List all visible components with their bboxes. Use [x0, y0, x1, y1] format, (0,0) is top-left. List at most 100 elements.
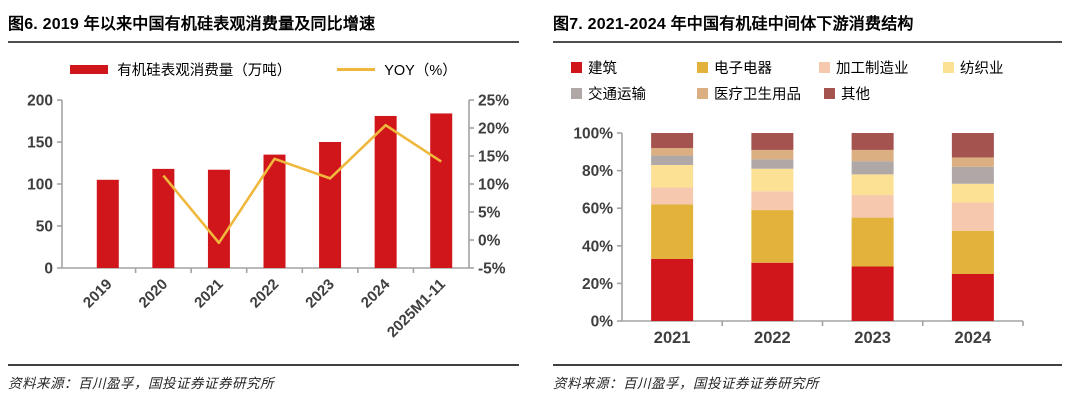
figure-6: 图6. 2019 年以来中国有机硅表观消费量及同比增速 有机硅表观消费量（万吨）…: [8, 8, 519, 398]
figure-7-legend-row-2: 交通运输 医疗卫生用品 其他: [553, 83, 1062, 104]
stack-segment: [651, 155, 694, 165]
figure-6-title-prefix: 图6.: [8, 16, 38, 33]
stack-segment: [651, 164, 694, 188]
legend-4: 交通运输: [571, 83, 697, 104]
x-axis-category-label: 2023: [854, 329, 891, 346]
stack-segment: [951, 230, 994, 274]
legend-consumption-swatch-icon: [70, 64, 109, 74]
legend-3-swatch-icon: [943, 61, 954, 73]
consumption-bar: [152, 168, 175, 268]
legend-4-swatch-icon: [571, 87, 582, 99]
legend-yoy: YOY（%）: [337, 59, 457, 80]
x-axis-category-label: 2022: [754, 329, 791, 346]
legend-consumption: 有机硅表观消费量（万吨）: [70, 59, 291, 80]
right-axis-tick-label: 5%: [478, 205, 501, 222]
legend-5-swatch-icon: [697, 87, 708, 99]
x-axis-category-label: 2024: [955, 329, 993, 346]
legend-0-label: 建筑: [588, 60, 617, 77]
figure-6-source-text: 资料来源：百川盈孚，国投证券证券研究所: [8, 376, 274, 391]
left-axis-tick-label: 100: [27, 177, 53, 194]
figure-7-legend-row-1: 建筑 电子电器 加工制造业 纺织业: [553, 57, 1062, 78]
legend-0: 建筑: [571, 57, 697, 78]
stack-segment: [751, 191, 794, 211]
figure-7-title-text: 年中国有机硅中间体下游消费结构: [670, 16, 914, 33]
stack-segment: [751, 210, 794, 263]
y-axis-tick-label: 60%: [582, 201, 613, 218]
legend-2-swatch-icon: [819, 61, 830, 73]
figure-7-source-text: 资料来源：百川盈孚，国投证券证券研究所: [553, 376, 819, 391]
left-axis-tick-label: 0: [44, 261, 53, 278]
right-axis-tick-label: 20%: [478, 121, 509, 138]
legend-2: 加工制造业: [819, 57, 943, 78]
x-axis-category-label: 2025M1-11: [384, 276, 449, 341]
legend-yoy-swatch-icon: [337, 67, 376, 71]
stack-segment: [751, 168, 794, 192]
legend-3-label: 纺织业: [960, 60, 1004, 77]
stack-segment: [851, 133, 894, 150]
legend-4-label: 交通运输: [588, 86, 646, 103]
y-axis-tick-label: 80%: [582, 163, 613, 180]
figure-7: 图7. 2021-2024 年中国有机硅中间体下游消费结构 建筑 电子电器 加工制造…: [553, 8, 1062, 398]
stack-segment: [951, 166, 994, 184]
consumption-bar: [430, 113, 453, 268]
figure-6-legend: 有机硅表观消费量（万吨） YOY（%）: [8, 59, 519, 80]
figure-7-title-prefix: 图7.: [553, 16, 583, 33]
stack-segment: [851, 217, 894, 267]
x-axis-category-label: 2020: [136, 276, 172, 312]
stack-segment: [951, 274, 994, 321]
consumption-bar: [374, 115, 397, 269]
right-axis-tick-label: 15%: [478, 149, 509, 166]
consumption-bar: [263, 154, 286, 268]
consumption-yoy-chart: 0 50 100 150 200 -5% 0% 5% 10% 15% 20% 25% 2019 2020 2…: [27, 93, 509, 341]
stack-segment: [751, 149, 794, 160]
stack-segment: [651, 258, 694, 321]
x-axis-category-label: 2023: [302, 276, 338, 312]
right-axis-tick-label: 10%: [478, 177, 509, 194]
y-axis-tick-label: 100%: [573, 126, 613, 143]
stack-segment: [951, 133, 994, 158]
stack-segment: [851, 149, 894, 162]
x-axis-category-label: 2021: [654, 329, 691, 346]
figure-6-title-text: 年以来中国有机硅表观消费量及同比增速: [83, 16, 376, 33]
legend-3: 纺织业: [943, 57, 1004, 78]
legend-5-label: 医疗卫生用品: [714, 86, 801, 103]
stack-segment: [851, 161, 894, 175]
figure-6-title-year: 2019: [42, 16, 80, 33]
stack-segment: [651, 204, 694, 259]
legend-6-swatch-icon: [824, 87, 835, 99]
figure-6-source: 资料来源：百川盈孚，国投证券证券研究所: [8, 364, 519, 392]
legend-1-label: 电子电器: [714, 60, 772, 77]
left-axis-tick-label: 200: [27, 93, 53, 110]
figure-6-title: 图6. 2019 年以来中国有机硅表观消费量及同比增速: [8, 8, 519, 43]
stack-segment: [651, 187, 694, 205]
legend-consumption-label: 有机硅表观消费量（万吨）: [117, 62, 292, 79]
y-axis-tick-label: 40%: [582, 238, 613, 255]
left-axis-tick-label: 150: [27, 135, 53, 152]
x-axis-category-label: 2022: [247, 276, 283, 312]
stack-segment: [851, 195, 894, 218]
legend-5: 医疗卫生用品: [697, 83, 824, 104]
stack-segment: [951, 157, 994, 167]
stack-segment: [851, 266, 894, 321]
x-axis-category-label: 2021: [191, 276, 227, 312]
figure-7-source: 资料来源：百川盈孚，国投证券证券研究所: [553, 364, 1062, 392]
stack-segment: [951, 202, 994, 231]
legend-6: 其他: [824, 83, 870, 104]
stack-segment: [751, 133, 794, 150]
right-axis-tick-label: -5%: [478, 261, 506, 278]
x-axis-category-label: 2024: [358, 275, 394, 311]
legend-0-swatch-icon: [571, 61, 582, 73]
consumption-bar: [207, 169, 230, 268]
stack-segment: [851, 174, 894, 196]
right-axis-tick-label: 25%: [478, 93, 509, 110]
stack-segment: [751, 159, 794, 169]
legend-2-label: 加工制造业: [836, 60, 909, 77]
figure-7-title: 图7. 2021-2024 年中国有机硅中间体下游消费结构: [553, 8, 1062, 43]
legend-yoy-label: YOY（%）: [384, 62, 457, 79]
legend-1-swatch-icon: [697, 61, 708, 73]
stack-segment: [651, 133, 694, 149]
stack-segment: [951, 183, 994, 203]
y-axis-tick-label: 20%: [582, 276, 613, 293]
stack-segment: [751, 262, 794, 321]
